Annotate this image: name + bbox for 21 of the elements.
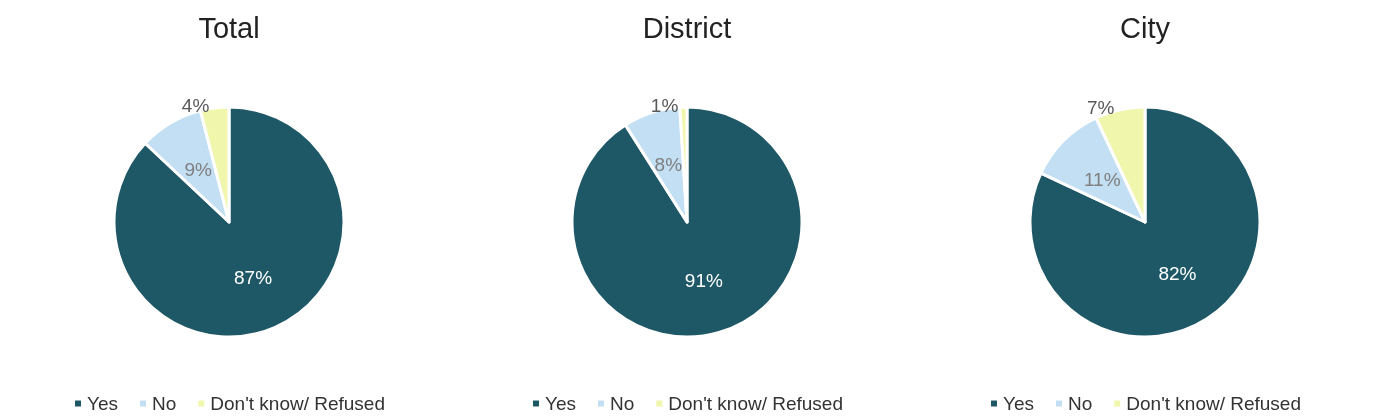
legend-label: Yes [87,393,118,414]
legend-label: No [1067,393,1093,414]
chart-title: City [1120,11,1171,44]
chart-title: District [642,11,732,44]
data-label: 4% [181,95,210,117]
data-label: 1% [650,94,679,116]
legend-label: Don't know/ Refused [668,393,844,414]
legend-label: No [609,393,635,414]
legend-label: Don't know/ Refused [1126,393,1302,414]
data-label: 9% [184,159,213,181]
legend-label: Don't know/ Refused [210,393,386,414]
data-label: 11% [1083,168,1121,190]
data-label: 91% [684,269,723,291]
data-label: 7% [1087,97,1115,119]
data-label: 8% [654,153,683,175]
legend-label: Yes [1003,393,1034,414]
legend-label: No [151,393,177,414]
chart-title: Total [198,11,260,44]
data-label: 82% [1158,262,1197,284]
legend-label: Yes [545,393,576,414]
data-label: 87% [234,267,273,289]
